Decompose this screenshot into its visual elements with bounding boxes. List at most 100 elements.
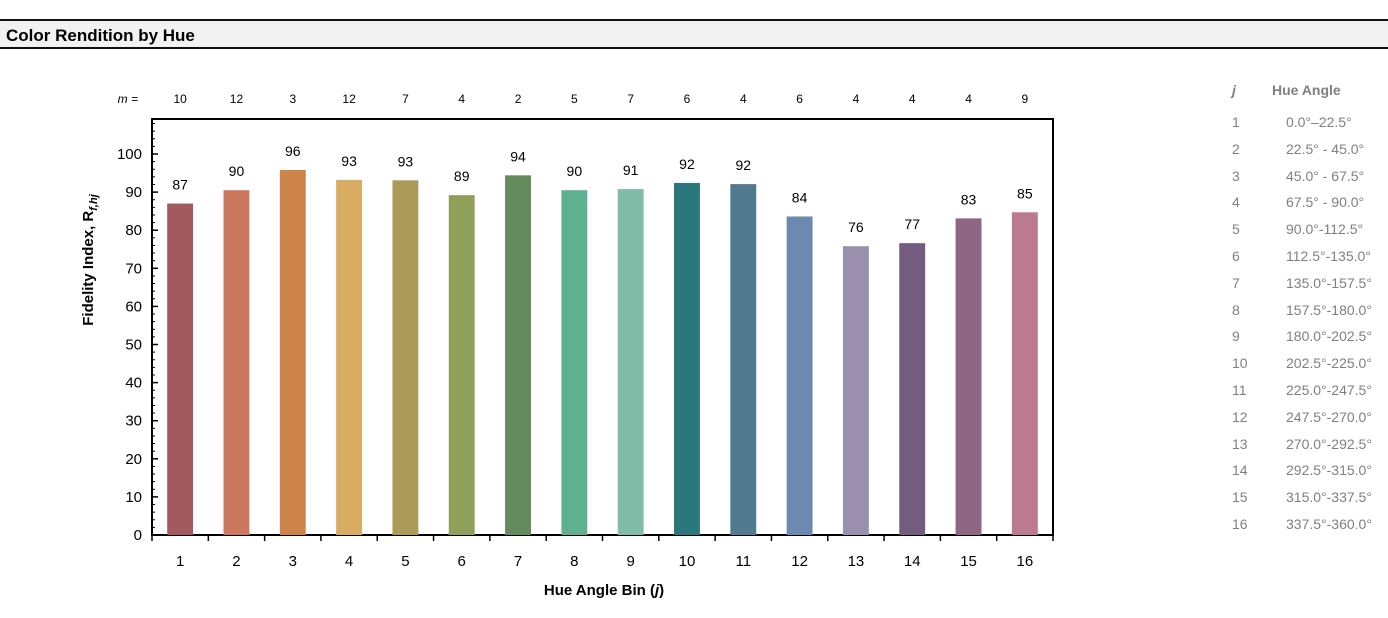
hue-table-angle: 22.5° - 45.0° [1286, 140, 1365, 157]
x-tick-label: 3 [289, 553, 297, 570]
m-value: 10 [173, 92, 187, 106]
bar [167, 203, 194, 535]
m-value: 7 [627, 92, 634, 106]
bar-value-label: 94 [510, 148, 526, 164]
x-tick-label: 9 [626, 553, 634, 570]
fidelity-bar-chart: m = 10 12 3 12 7 4 2 5 7 6 4 6 4 4 4 9 01020304050607080… [80, 92, 1054, 599]
x-tick-label: 6 [458, 553, 466, 570]
x-tick-label: 10 [679, 553, 696, 570]
hue-table-angle: 225.0°-247.5° [1286, 382, 1372, 398]
x-axis: 1 2 3 4 5 6 7 8 9 10 11 12 13 14 15 16 [151, 535, 1054, 570]
x-tick-label: 4 [345, 553, 353, 570]
y-tick-label: 40 [125, 375, 142, 392]
bar [899, 243, 926, 536]
m-value: 5 [571, 92, 578, 106]
y-axis-title-text: Fidelity Index, R [80, 211, 97, 326]
bar-value-label: 91 [623, 162, 639, 178]
x-axis-title-var: j [653, 582, 660, 599]
hue-table-j: 3 [1232, 167, 1240, 184]
x-tick-label: 16 [1017, 553, 1034, 570]
x-tick-label: 11 [735, 553, 751, 570]
m-value: 4 [909, 92, 916, 106]
hue-table-angle: 315.0°-337.5° [1286, 489, 1372, 506]
m-value: 9 [1022, 92, 1029, 106]
y-tick-label: 10 [125, 489, 142, 506]
hue-table-j: 14 [1232, 462, 1248, 479]
x-tick-label: 5 [401, 553, 409, 570]
hue-table-angle: 157.5°-180.0° [1286, 301, 1372, 318]
y-tick-label: 70 [125, 260, 142, 277]
bar-value-labels: 87 90 96 93 93 89 94 90 91 92 92 84 76 77 83 85 [172, 143, 1032, 235]
bar-value-label: 92 [679, 156, 695, 172]
hue-table-j: 6 [1232, 248, 1240, 264]
y-axis-title: Fidelity Index, Rf,hj [80, 193, 100, 325]
m-value: 6 [684, 92, 691, 106]
bar [336, 179, 363, 535]
y-tick-label: 90 [125, 184, 142, 201]
x-tick-label: 14 [904, 553, 921, 570]
bar-value-label: 90 [229, 163, 245, 179]
hue-table-j: 1 [1232, 114, 1240, 130]
x-axis-title-end: ) [659, 582, 664, 599]
bar-value-label: 96 [285, 143, 301, 159]
y-axis: 0 10 20 30 40 50 60 70 80 90 100 [117, 123, 158, 544]
bar [279, 170, 306, 535]
m-label: m = [118, 92, 138, 106]
y-tick-label: 0 [134, 527, 142, 544]
m-value: 2 [515, 92, 522, 106]
m-value: 4 [458, 92, 465, 106]
x-tick-label: 7 [514, 553, 522, 570]
m-value: 4 [965, 92, 972, 106]
bar-value-label: 87 [172, 177, 188, 193]
hue-table-j: 15 [1232, 489, 1248, 506]
hue-table-j-header: j [1232, 82, 1236, 98]
hue-table-j: 16 [1232, 516, 1248, 532]
m-value: 7 [402, 92, 409, 106]
bar [786, 216, 813, 535]
bar [842, 246, 869, 535]
hue-table-angle: 292.5°-315.0° [1286, 462, 1372, 479]
m-value: 12 [342, 92, 356, 106]
bar-value-label: 90 [567, 163, 583, 179]
x-tick-label: 12 [791, 553, 808, 570]
hue-table-j: 11 [1232, 382, 1247, 398]
bar [392, 180, 419, 535]
bar-value-label: 92 [735, 157, 751, 173]
hue-table-j: 10 [1232, 355, 1248, 372]
bar [561, 190, 588, 535]
hue-table-angle: 67.5° - 90.0° [1286, 194, 1365, 211]
m-value: 3 [289, 92, 296, 106]
hue-table-angle-header: Hue Angle [1272, 82, 1341, 98]
x-tick-label: 13 [848, 553, 865, 570]
bar-value-label: 76 [848, 219, 864, 235]
y-tick-label: 100 [117, 146, 142, 163]
x-axis-title-text: Hue Angle Bin ( [544, 582, 655, 599]
hue-table-angle: 112.5°-135.0° [1286, 248, 1371, 264]
x-tick-label: 8 [570, 553, 578, 570]
m-value: 12 [230, 92, 244, 106]
y-tick-label: 60 [125, 298, 142, 315]
bar [617, 189, 644, 535]
bar [505, 175, 531, 535]
x-tick-label: 15 [960, 553, 977, 570]
hue-table-angle: 202.5°-225.0° [1286, 355, 1372, 372]
hue-table-angle: 270.0°-292.5° [1286, 435, 1372, 452]
hue-table-j: 7 [1232, 274, 1240, 291]
hue-table-j: 9 [1232, 328, 1240, 345]
hue-table-j: 8 [1232, 301, 1240, 318]
hue-table-angle: 247.5°-270.0° [1286, 408, 1372, 425]
x-tick-label: 2 [232, 553, 240, 570]
m-value: 4 [740, 92, 747, 106]
bar [223, 190, 250, 535]
bar-value-label: 84 [792, 189, 808, 205]
bar-value-label: 89 [454, 168, 470, 184]
hue-table-angle: 135.0°-157.5° [1286, 274, 1372, 291]
y-axis-title-subscript: f,hj [88, 193, 100, 210]
bar-value-label: 93 [341, 153, 357, 169]
hue-table-angle: 180.0°-202.5° [1286, 328, 1372, 345]
section-header: Color Rendition by Hue [0, 19, 1388, 49]
x-axis-title: Hue Angle Bin (j) [544, 582, 664, 599]
bar [448, 195, 475, 535]
hue-table-angle: 45.0° - 67.5° [1286, 167, 1365, 184]
bar-value-label: 83 [961, 191, 977, 207]
